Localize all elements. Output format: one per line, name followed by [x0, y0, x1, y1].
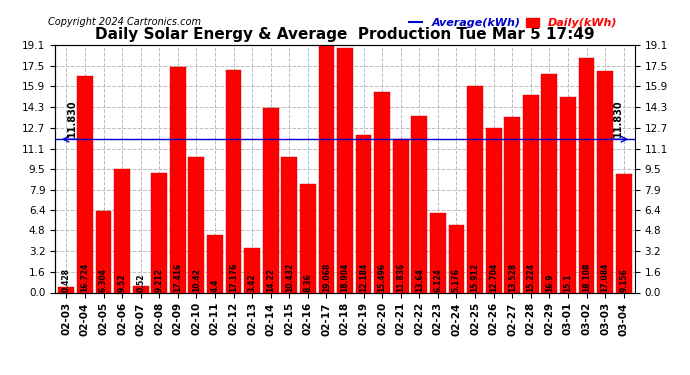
Text: 9.212: 9.212 [155, 268, 164, 292]
Bar [486, 128, 502, 292]
Text: 11.830: 11.830 [613, 100, 623, 137]
Bar [59, 287, 75, 292]
Text: 15.496: 15.496 [377, 263, 386, 292]
Bar [188, 158, 204, 292]
Bar [467, 86, 483, 292]
Bar [207, 236, 223, 292]
Text: Copyright 2024 Cartronics.com: Copyright 2024 Cartronics.com [48, 17, 201, 27]
Text: 12.184: 12.184 [359, 262, 368, 292]
Text: 3.42: 3.42 [248, 273, 257, 292]
Bar [523, 95, 539, 292]
Text: 17.176: 17.176 [229, 262, 238, 292]
Bar [560, 97, 576, 292]
Bar [504, 117, 520, 292]
Text: 17.084: 17.084 [600, 262, 609, 292]
Text: 19.068: 19.068 [322, 262, 331, 292]
Text: 14.22: 14.22 [266, 268, 275, 292]
Text: 16.9: 16.9 [545, 273, 554, 292]
Text: 9.52: 9.52 [117, 273, 126, 292]
Legend: Average(kWh), Daily(kWh): Average(kWh), Daily(kWh) [409, 18, 618, 28]
Bar [615, 174, 631, 292]
Bar [151, 173, 167, 292]
Bar [114, 169, 130, 292]
Bar [430, 213, 446, 292]
Text: 4.4: 4.4 [210, 279, 219, 292]
Bar [96, 211, 111, 292]
Text: 11.830: 11.830 [67, 100, 77, 137]
Bar [374, 92, 390, 292]
Text: 6.304: 6.304 [99, 268, 108, 292]
Text: 10.432: 10.432 [285, 263, 294, 292]
Text: 16.724: 16.724 [81, 262, 90, 292]
Bar [337, 48, 353, 292]
Bar [77, 76, 93, 292]
Text: 13.528: 13.528 [508, 263, 517, 292]
Text: 8.36: 8.36 [304, 273, 313, 292]
Bar [448, 225, 464, 292]
Bar [355, 135, 371, 292]
Text: 9.156: 9.156 [619, 268, 628, 292]
Bar [319, 45, 335, 292]
Bar [226, 70, 241, 292]
Title: Daily Solar Energy & Average  Production Tue Mar 5 17:49: Daily Solar Energy & Average Production … [95, 27, 595, 42]
Bar [542, 74, 558, 292]
Text: 17.416: 17.416 [173, 262, 182, 292]
Bar [132, 286, 148, 292]
Text: 15.1: 15.1 [564, 273, 573, 292]
Bar [263, 108, 279, 292]
Bar [300, 184, 316, 292]
Bar [411, 116, 427, 292]
Bar [579, 58, 594, 292]
Text: 15.912: 15.912 [471, 263, 480, 292]
Text: 15.224: 15.224 [526, 263, 535, 292]
Bar [170, 67, 186, 292]
Bar [244, 248, 260, 292]
Text: 6.124: 6.124 [433, 268, 442, 292]
Bar [393, 139, 408, 292]
Bar [597, 71, 613, 292]
Text: 5.176: 5.176 [452, 268, 461, 292]
Text: 0.52: 0.52 [136, 273, 145, 292]
Bar [282, 158, 297, 292]
Text: 11.836: 11.836 [396, 262, 405, 292]
Text: 0.428: 0.428 [62, 268, 71, 292]
Text: 10.42: 10.42 [192, 268, 201, 292]
Text: 13.64: 13.64 [415, 268, 424, 292]
Text: 18.108: 18.108 [582, 262, 591, 292]
Text: 12.704: 12.704 [489, 262, 498, 292]
Text: 18.904: 18.904 [340, 262, 350, 292]
